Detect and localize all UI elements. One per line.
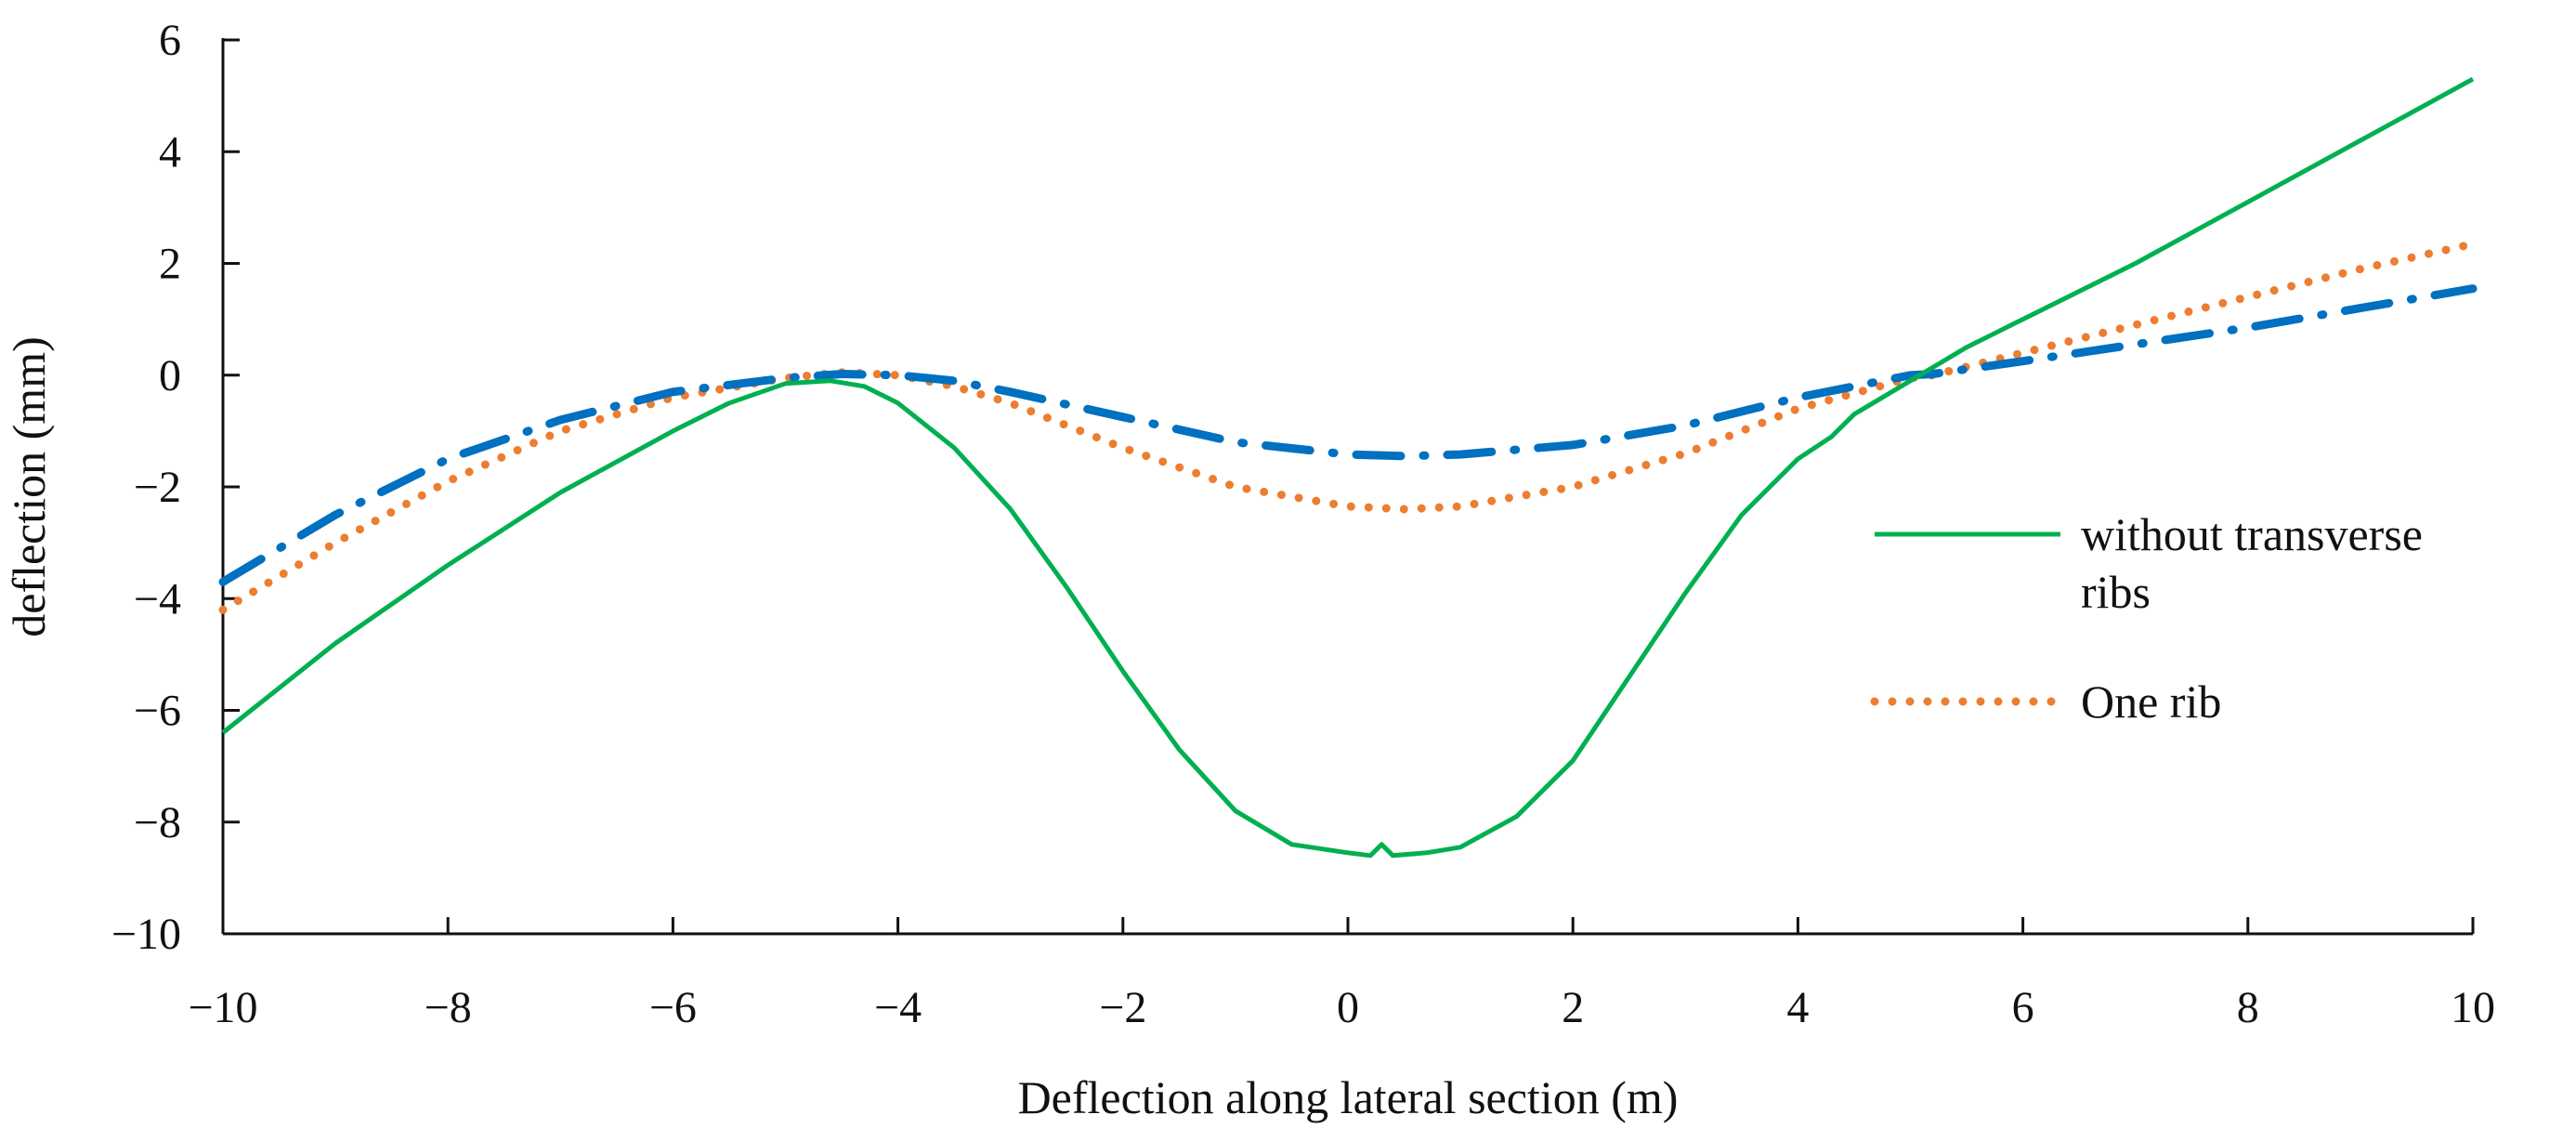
y-axis-label: deflection (mm) — [3, 336, 55, 637]
legend-label: without transverse — [2081, 508, 2423, 560]
x-tick-label: 10 — [2451, 983, 2495, 1032]
axes: −10 −8 −6 −4 −2 0 2 4 6 −10 −8 −6 −4 −2 0 2 4 6 8 10 — [111, 16, 2495, 1032]
x-tick-label: −2 — [1099, 983, 1146, 1032]
y-tick-label: −2 — [134, 463, 181, 512]
y-tick-label: −6 — [134, 687, 181, 736]
legend-label: One rib — [2081, 675, 2221, 728]
y-tick-label: −8 — [134, 798, 181, 847]
x-tick-label: −10 — [188, 983, 257, 1032]
x-tick-label: −6 — [649, 983, 697, 1032]
x-tick-label: 8 — [2237, 983, 2259, 1032]
y-tick-label: −4 — [134, 574, 181, 623]
series-line-without-transverse-ribs — [221, 76, 2475, 859]
series-line-one-rib — [218, 240, 2478, 614]
y-tick-label: −10 — [111, 910, 181, 959]
x-tick-label: 0 — [1337, 983, 1359, 1032]
y-tick-label: 0 — [159, 351, 181, 400]
legend-label: ribs — [2081, 566, 2151, 618]
x-axis-label: Deflection along lateral section (m) — [1018, 1071, 1679, 1123]
x-ticks: −10 −8 −6 −4 −2 0 2 4 6 8 10 — [188, 917, 2495, 1032]
x-tick-label: −4 — [874, 983, 922, 1032]
series-line-series-3 — [218, 284, 2478, 586]
y-tick-label: 6 — [159, 16, 181, 65]
series-layer — [218, 76, 2478, 859]
legend: without transverse ribs One rib — [1870, 508, 2423, 728]
x-tick-label: 4 — [1786, 983, 1809, 1032]
y-tick-label: 4 — [159, 127, 181, 177]
y-ticks: −10 −8 −6 −4 −2 0 2 4 6 — [111, 16, 240, 959]
y-tick-label: 2 — [159, 240, 181, 289]
x-tick-label: 2 — [1562, 983, 1584, 1032]
x-tick-label: −8 — [425, 983, 472, 1032]
x-tick-label: 6 — [2012, 983, 2034, 1032]
